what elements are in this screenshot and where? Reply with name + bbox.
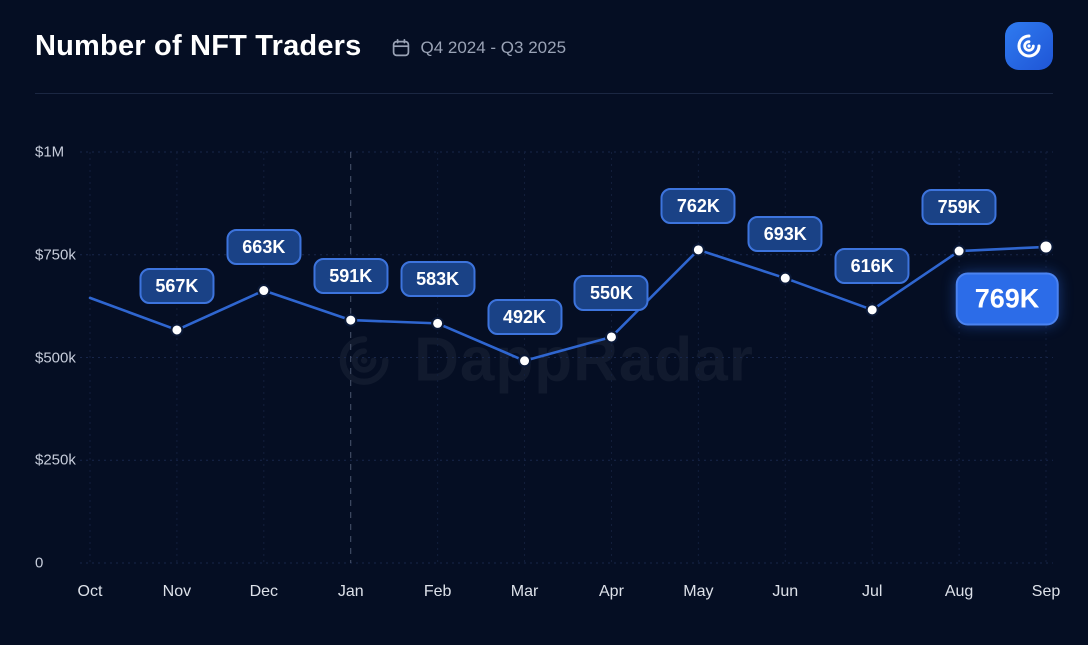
y-axis-tick: $250k bbox=[35, 451, 76, 469]
value-badge: 567K bbox=[139, 267, 215, 304]
data-point-marker bbox=[431, 316, 445, 330]
highlighted-value-badge: 769K bbox=[955, 272, 1059, 326]
data-point-marker bbox=[170, 323, 184, 337]
data-point-marker bbox=[952, 244, 966, 258]
header-divider bbox=[35, 93, 1053, 94]
data-point-marker bbox=[865, 303, 879, 317]
value-badge: 550K bbox=[573, 274, 649, 311]
x-axis-tick: Aug bbox=[944, 583, 974, 600]
value-badge: 762K bbox=[660, 187, 736, 224]
data-point-marker bbox=[778, 271, 792, 285]
x-axis-tick: Feb bbox=[423, 583, 452, 600]
period-label: Q4 2024 - Q3 2025 bbox=[420, 38, 567, 57]
value-badge: 663K bbox=[226, 228, 302, 265]
x-axis-tick: Mar bbox=[510, 583, 539, 600]
value-badge: 591K bbox=[313, 258, 389, 295]
data-point-marker bbox=[1038, 239, 1054, 255]
x-axis-tick: Oct bbox=[77, 583, 103, 600]
x-axis-tick: Apr bbox=[599, 583, 624, 600]
x-axis-tick: Dec bbox=[249, 583, 279, 600]
value-badge: 583K bbox=[400, 261, 476, 298]
x-axis-tick: Jan bbox=[337, 583, 364, 600]
calendar-icon bbox=[391, 38, 411, 58]
value-badge: 759K bbox=[921, 189, 997, 226]
y-axis-tick: $500k bbox=[35, 349, 76, 366]
x-axis-tick: Jul bbox=[861, 583, 883, 600]
value-badge: 616K bbox=[834, 247, 910, 284]
value-badge: 492K bbox=[487, 298, 563, 335]
data-point-marker bbox=[691, 243, 705, 257]
x-axis-tick: Jun bbox=[772, 583, 799, 600]
x-axis-tick: May bbox=[683, 583, 714, 600]
period: Q4 2024 - Q3 2025 bbox=[391, 38, 566, 58]
traders-series-line bbox=[88, 245, 1048, 363]
data-point-marker bbox=[604, 330, 618, 344]
dappradar-spiral-icon bbox=[1013, 30, 1045, 62]
y-axis-tick: 0 bbox=[35, 554, 44, 572]
y-axis-tick: $750k bbox=[35, 246, 76, 264]
data-point-marker bbox=[344, 313, 358, 327]
y-axis-tick: $1M bbox=[35, 143, 65, 161]
page-title: Number of NFT Traders bbox=[35, 30, 362, 62]
x-axis-tick: Sep bbox=[1031, 583, 1061, 600]
data-point-marker bbox=[518, 354, 532, 368]
x-axis-tick: Nov bbox=[162, 583, 192, 600]
header: Number of NFT Traders Q4 2024 - Q3 2025 bbox=[0, 0, 1088, 93]
dappradar-logo[interactable] bbox=[1005, 22, 1053, 70]
value-badge: 693K bbox=[747, 216, 823, 253]
data-point-marker bbox=[257, 284, 271, 298]
